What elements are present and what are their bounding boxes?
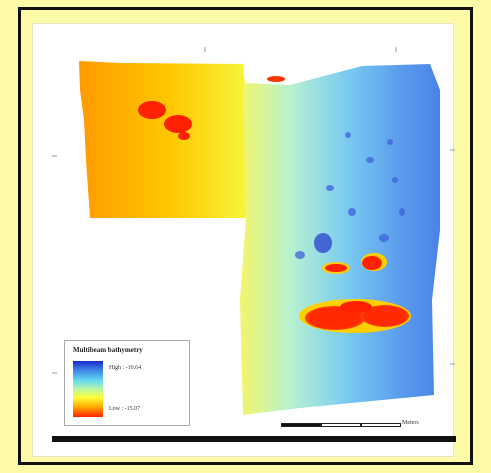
legend-low-label: Low : -15.07 — [109, 406, 141, 412]
survey-west-swath — [79, 61, 246, 218]
shoal-areas — [138, 101, 411, 333]
neatline-bottom — [52, 436, 456, 442]
legend-color-ramp — [73, 361, 103, 417]
survey-east-swath — [240, 64, 440, 415]
scale-segment-2 — [321, 423, 361, 427]
graticule-ticks — [52, 47, 455, 374]
scale-unit: Meters — [402, 420, 419, 426]
scale-segment-1 — [281, 423, 321, 427]
survey-north-sliver — [267, 76, 285, 82]
legend-title: Multibeam bathymetry — [73, 346, 143, 354]
scale-bar: Meters — [281, 420, 421, 440]
legend-high-label: High : -10.64 — [109, 365, 142, 371]
scale-segment-3 — [361, 423, 401, 427]
legend: Multibeam bathymetry High : -10.64 Low :… — [64, 340, 190, 426]
deep-spots — [295, 132, 405, 259]
